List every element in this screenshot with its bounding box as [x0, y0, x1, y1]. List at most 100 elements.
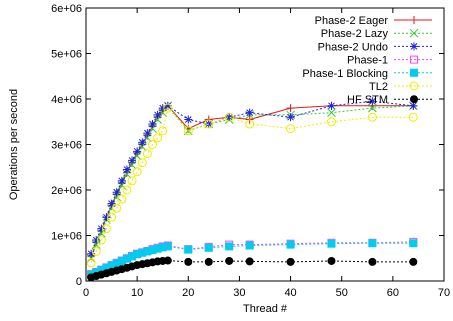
series-phase-2-eager	[87, 101, 418, 260]
series-tl2	[86, 103, 418, 268]
data-point	[143, 129, 152, 138]
data-point	[245, 119, 255, 129]
legend-entry-marker	[410, 68, 418, 77]
data-point	[112, 203, 122, 213]
data-point	[367, 112, 377, 122]
data-point	[147, 140, 157, 149]
legend-entry-label: TL2	[369, 81, 388, 93]
data-point	[102, 263, 111, 272]
data-point	[91, 240, 101, 249]
data-point	[286, 257, 295, 266]
data-point	[163, 103, 173, 113]
data-point	[327, 239, 336, 248]
data-point	[153, 133, 163, 143]
data-point	[183, 126, 193, 136]
data-point	[148, 246, 157, 255]
data-point	[97, 224, 106, 233]
y-tick-label: 6e+06	[51, 3, 82, 15]
data-point	[127, 176, 137, 186]
data-point	[408, 112, 418, 122]
data-point	[117, 181, 127, 190]
y-tick-label: 5e+06	[51, 49, 82, 61]
data-point	[204, 243, 213, 252]
data-point	[122, 169, 132, 179]
legend-entry-marker	[410, 55, 418, 64]
y-tick-label: 0	[76, 276, 82, 288]
data-point	[368, 257, 377, 266]
x-tick-label: 40	[284, 287, 296, 299]
data-point	[86, 258, 96, 268]
data-point	[245, 108, 254, 117]
x-tick-label: 60	[387, 287, 399, 299]
data-point	[96, 235, 106, 245]
legend-entry-label: Phase-2 Lazy	[321, 28, 389, 40]
data-point	[184, 257, 193, 266]
data-point	[158, 243, 167, 252]
data-point	[327, 256, 336, 265]
data-point	[87, 249, 96, 258]
series-line	[90, 107, 414, 264]
data-point	[122, 254, 131, 263]
data-point	[101, 224, 111, 234]
data-point	[184, 115, 193, 124]
x-tick-label: 20	[182, 287, 194, 299]
data-point	[153, 244, 162, 253]
x-axis-title: Thread #	[243, 303, 288, 315]
legend-entry-label: HF STM	[347, 94, 388, 106]
data-point	[128, 156, 137, 165]
data-point	[224, 112, 234, 122]
data-point	[368, 103, 377, 113]
data-point	[137, 158, 147, 168]
y-axis-title: Operations per second	[8, 89, 20, 200]
series-phase-2-lazy	[86, 101, 418, 263]
data-point	[107, 212, 117, 222]
data-point	[117, 256, 126, 265]
series-line	[90, 100, 414, 254]
data-point	[158, 104, 167, 113]
y-axis: 0 1e+06 2e+06 3e+06 4e+06 5e+06 6e+06	[51, 3, 444, 288]
data-point	[102, 213, 111, 222]
data-point	[245, 257, 254, 266]
data-point	[142, 149, 152, 159]
legend-entry-label: Phase-2 Eager	[315, 15, 389, 27]
y-tick-label: 1e+06	[51, 231, 82, 243]
data-point	[409, 101, 418, 110]
data-point	[158, 126, 168, 136]
data-point	[97, 266, 106, 275]
data-point	[286, 113, 295, 122]
data-point	[117, 194, 127, 204]
series-layer	[86, 97, 418, 282]
x-tick-label: 10	[131, 287, 143, 299]
data-point	[225, 242, 234, 251]
legend-entry-marker	[410, 95, 418, 104]
data-point	[245, 241, 254, 250]
data-point	[107, 203, 116, 213]
data-point	[117, 176, 126, 185]
series-hf-stm	[87, 256, 418, 282]
data-point	[153, 110, 162, 119]
data-point	[204, 257, 213, 266]
data-point	[92, 236, 101, 245]
data-point	[163, 256, 172, 265]
data-point	[204, 119, 214, 129]
y-tick-label: 2e+06	[51, 185, 82, 197]
y-tick-label: 3e+06	[51, 140, 82, 152]
data-point	[286, 124, 296, 134]
data-point	[128, 252, 137, 261]
data-point	[327, 101, 336, 110]
data-point	[184, 245, 193, 254]
data-point	[133, 250, 142, 259]
y-tick-label: 4e+06	[51, 94, 82, 106]
data-point	[163, 101, 172, 110]
data-point	[122, 165, 131, 174]
data-point	[138, 248, 147, 257]
data-point	[112, 259, 121, 268]
data-point	[163, 242, 172, 251]
x-tick-label: 30	[233, 287, 245, 299]
x-axis: 0 10 20 30 40 50 60 70	[83, 8, 450, 299]
data-point	[112, 188, 121, 197]
data-point	[409, 239, 418, 248]
data-point	[225, 113, 234, 122]
data-point	[91, 246, 101, 256]
